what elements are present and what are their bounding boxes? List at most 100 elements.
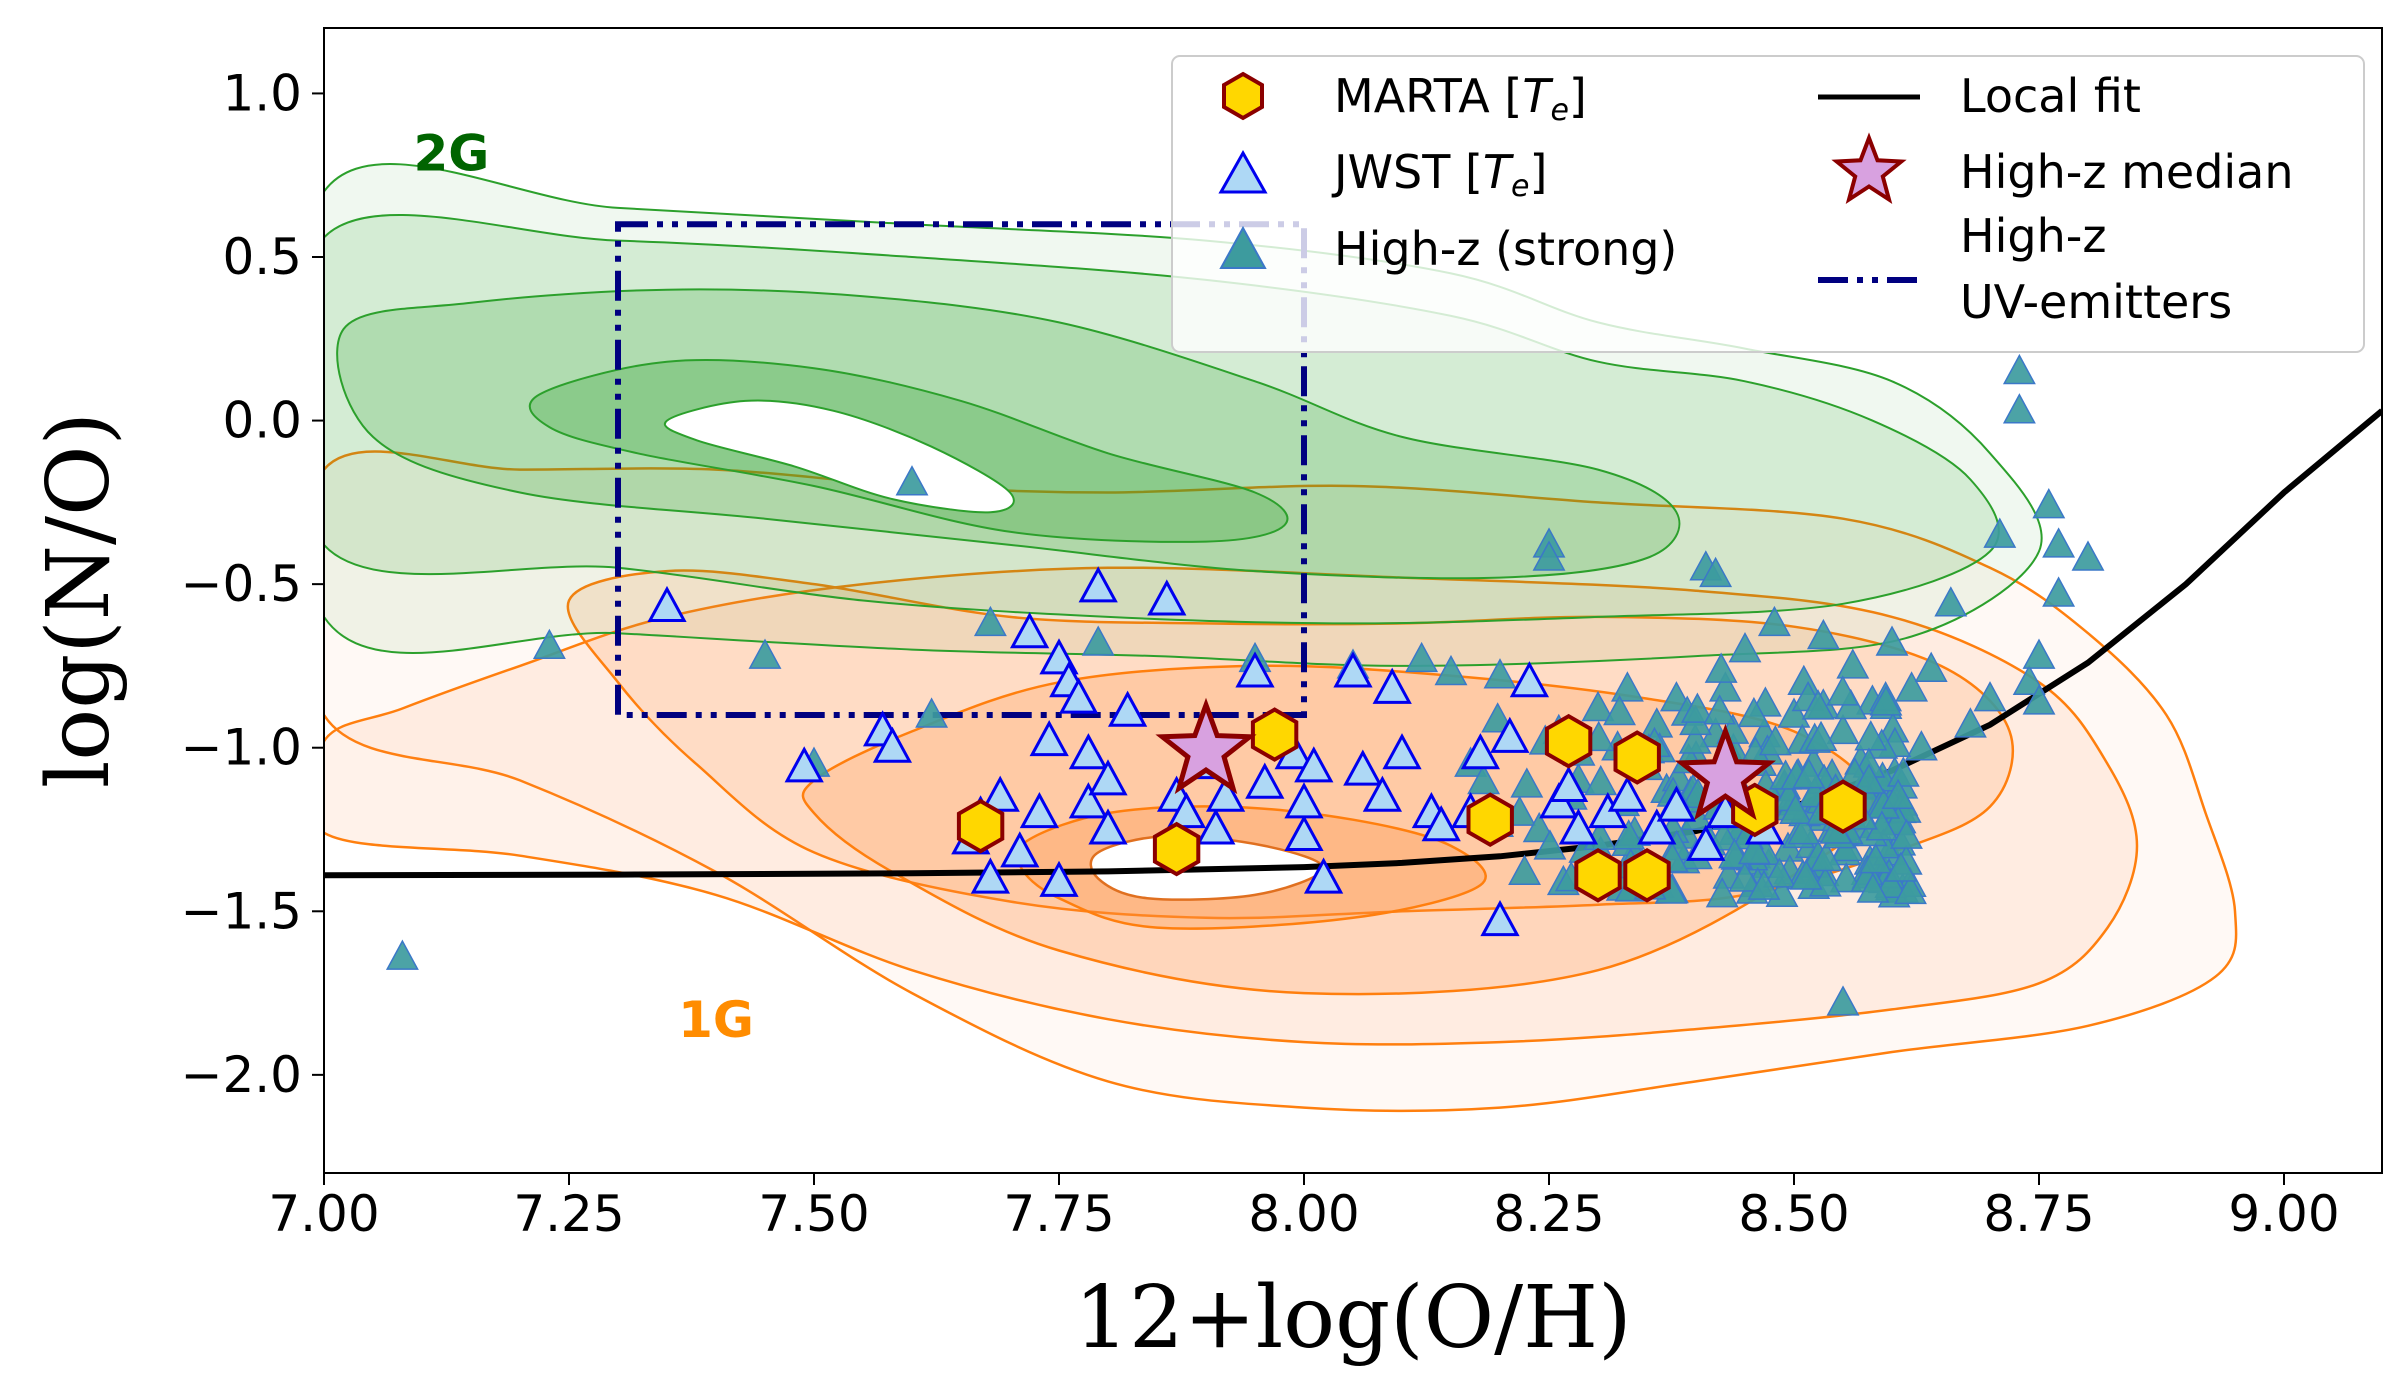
marta-te-point: [1623, 847, 1671, 903]
high-z-strong-point: [1757, 605, 1791, 637]
high-z-strong-point: [1777, 697, 1811, 728]
legend-item-uv-emitters: High-z UV-emitters: [1818, 209, 2232, 329]
high-z-strong-point: [1707, 820, 1740, 851]
high-z-strong-point: [1836, 648, 1870, 679]
high-z-strong-point: [1787, 814, 1821, 845]
jwst-te-point: [1548, 765, 1589, 802]
jwst-te-point: [1078, 566, 1118, 603]
high-z-strong-point: [1890, 818, 1923, 849]
legend-frame: [1171, 55, 2365, 353]
jwst-te-point: [1362, 775, 1403, 812]
high-z-strong-point: [1874, 867, 1908, 899]
jwst-te-point: [1058, 677, 1099, 714]
high-z-strong-point: [748, 638, 782, 669]
high-z-strong-point: [1581, 690, 1615, 722]
high-z-strong-point: [2012, 664, 2046, 696]
high-z-strong-point: [1703, 694, 1737, 725]
high-z-strong-point: [1678, 723, 1712, 754]
contours-2g: [324, 163, 2043, 667]
high-z-strong-point: [1875, 625, 1909, 656]
high-z-strong-point: [1859, 842, 1893, 874]
x-tick-label: 8.25: [1493, 1185, 1604, 1243]
legend: MARTA [Te] JWST [Te] High-z (strong) Loc…: [1171, 55, 2365, 353]
high-z-strong-point: [1895, 671, 1929, 702]
legend-item-marta: MARTA [Te]: [1222, 69, 1587, 128]
high-z-strong-point: [2002, 393, 2036, 424]
high-z-strong-point: [2071, 540, 2105, 571]
high-z-strong-point: [1829, 862, 1863, 893]
region-label-2g: 2G: [413, 124, 489, 182]
high-z-strong-point: [1737, 696, 1771, 728]
high-z-strong-point: [1894, 873, 1927, 905]
high-z-strong-point: [1904, 730, 1938, 761]
y-axis-label: log(N/O): [29, 412, 129, 788]
jwst-te-point: [1039, 860, 1079, 897]
marta-te-point: [956, 798, 1005, 854]
high-z-strong-point: [1809, 840, 1843, 872]
jwst-te-point: [647, 585, 687, 623]
jwst-te-point: [1558, 808, 1599, 845]
jwst-te-point: [1607, 775, 1648, 812]
jwst-te-point: [1637, 808, 1677, 845]
jwst-te-point: [1480, 899, 1520, 937]
high-z-strong-point: [973, 605, 1007, 637]
legend-item-median: High-z median: [1831, 132, 2294, 205]
legend-uv-label-line2: UV-emitters: [1960, 275, 2232, 329]
legend-strong-label: High-z (strong): [1334, 222, 1677, 276]
high-z-strong-point: [1934, 586, 1968, 617]
high-z-median-layer: [1155, 697, 1777, 821]
high-z-strong-point: [1704, 652, 1738, 683]
jwst-te-point: [1372, 667, 1412, 704]
jwst-te-point: [1284, 782, 1324, 819]
high-z-strong-point: [2032, 488, 2066, 519]
y-tick-label: −1.0: [181, 719, 302, 777]
high-z-strong-point: [1826, 675, 1860, 706]
jwst-te-point: [1245, 762, 1285, 799]
marta-te-point: [1250, 707, 1299, 762]
marta-te-point: [1613, 730, 1661, 785]
jwst-te-point: [1343, 749, 1383, 786]
high-z-strong-point: [1081, 625, 1115, 656]
high-z-strong-point: [1869, 685, 1903, 716]
legend-jwst-label: JWST [Te]: [1331, 145, 1547, 204]
x-tick-label: 7.00: [268, 1185, 379, 1243]
high-z-strong-point: [1483, 658, 1517, 689]
jwst-te-point: [1686, 824, 1726, 861]
high-z-strong-point: [1405, 641, 1439, 673]
high-z-strong-point: [1728, 631, 1762, 663]
legend-marta-label: MARTA [Te]: [1334, 69, 1587, 128]
high-z-strong-point: [1983, 517, 2017, 548]
high-z-strong-point: [1467, 763, 1501, 795]
high-z-strong-point: [1747, 869, 1781, 900]
high-z-strong-point: [2042, 527, 2076, 558]
x-tick-label: 8.75: [1983, 1185, 2094, 1243]
high-z-strong-point: [1705, 877, 1739, 908]
jwst-te-point: [1460, 733, 1501, 770]
high-z-strong-point: [1801, 689, 1835, 720]
x-tick-label: 7.75: [1003, 1185, 1114, 1243]
marta-te-point: [1544, 713, 1593, 769]
plot-area: [324, 163, 2382, 1113]
high-z-strong-point: [1708, 671, 1742, 702]
jwst-te-point: [1196, 808, 1236, 845]
high-z-strong-point: [1603, 694, 1636, 726]
legend-jwst-marker: [1218, 149, 1268, 194]
jwst-te-point: [872, 726, 913, 763]
high-z-strong-point: [1522, 811, 1556, 843]
high-z-median-star: [1155, 697, 1257, 795]
high-z-strong-point: [1953, 707, 1987, 738]
high-z-strong-point: [1481, 702, 1515, 733]
high-z-strong-point: [1680, 692, 1714, 723]
legend-marta-marker: [1222, 71, 1264, 121]
contour-2g-level-5: [664, 399, 1015, 514]
high-z-strong-point: [1856, 872, 1890, 903]
legend-strong-marker: [1219, 225, 1267, 269]
region-label-1g: 1G: [678, 991, 754, 1049]
axes: 7.00 7.25 7.50 7.75 8.00 8.25 8.50 8.75 9.00 1.0 0…: [181, 64, 2340, 1243]
high-z-strong-point: [1434, 654, 1468, 686]
uv-emitters-box-layer: [615, 221, 1307, 719]
high-z-strong-point: [2042, 576, 2076, 607]
legend-item-strong: High-z (strong): [1219, 222, 1677, 276]
high-z-strong-point: [1532, 540, 1566, 571]
